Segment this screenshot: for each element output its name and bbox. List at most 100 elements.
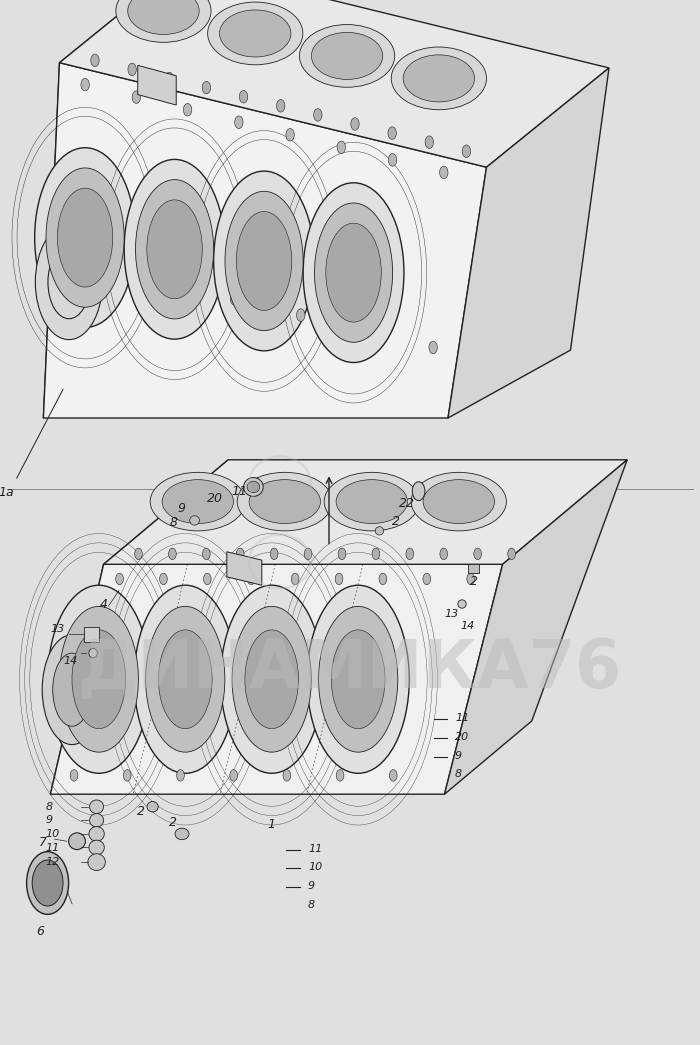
- Ellipse shape: [158, 630, 212, 728]
- Ellipse shape: [57, 188, 113, 287]
- Ellipse shape: [69, 833, 85, 850]
- Text: 2: 2: [169, 815, 177, 829]
- Circle shape: [389, 154, 397, 166]
- Circle shape: [160, 573, 167, 585]
- Polygon shape: [43, 63, 486, 418]
- Ellipse shape: [411, 472, 506, 531]
- Ellipse shape: [42, 635, 102, 744]
- Ellipse shape: [303, 183, 404, 363]
- Text: 11: 11: [46, 842, 60, 853]
- Ellipse shape: [88, 854, 105, 870]
- Circle shape: [276, 99, 285, 112]
- Polygon shape: [60, 0, 609, 167]
- Ellipse shape: [90, 800, 104, 813]
- Circle shape: [237, 548, 244, 559]
- Ellipse shape: [214, 171, 314, 351]
- Ellipse shape: [247, 481, 260, 492]
- Ellipse shape: [237, 211, 292, 310]
- Circle shape: [297, 309, 305, 322]
- Ellipse shape: [35, 225, 103, 340]
- Circle shape: [440, 548, 447, 559]
- Ellipse shape: [324, 472, 419, 531]
- Ellipse shape: [244, 478, 263, 496]
- Circle shape: [372, 548, 380, 559]
- Text: 6: 6: [36, 925, 45, 938]
- Circle shape: [389, 769, 397, 782]
- Ellipse shape: [326, 224, 382, 322]
- Circle shape: [239, 91, 248, 103]
- Text: ДИНАМИКА76: ДИНАМИКА76: [78, 635, 622, 702]
- Circle shape: [165, 72, 174, 85]
- Circle shape: [81, 78, 90, 91]
- Ellipse shape: [314, 203, 393, 343]
- Text: 10: 10: [308, 862, 322, 873]
- Ellipse shape: [147, 200, 202, 299]
- Text: 2: 2: [136, 805, 144, 818]
- Ellipse shape: [72, 630, 125, 728]
- Circle shape: [202, 82, 211, 94]
- Ellipse shape: [89, 840, 104, 855]
- Circle shape: [123, 769, 131, 782]
- Circle shape: [176, 769, 184, 782]
- Bar: [84, 627, 99, 642]
- Text: 14: 14: [64, 655, 78, 666]
- Ellipse shape: [90, 813, 104, 828]
- Circle shape: [338, 548, 346, 559]
- Text: 9: 9: [46, 815, 52, 826]
- Text: 14: 14: [461, 621, 475, 631]
- Circle shape: [304, 548, 312, 559]
- Ellipse shape: [220, 585, 323, 773]
- Text: 2: 2: [392, 514, 400, 528]
- Circle shape: [247, 573, 255, 585]
- Ellipse shape: [403, 54, 475, 102]
- Polygon shape: [104, 460, 627, 564]
- Ellipse shape: [175, 828, 189, 840]
- Circle shape: [91, 54, 99, 67]
- Circle shape: [337, 141, 346, 154]
- Circle shape: [429, 341, 438, 353]
- Circle shape: [363, 325, 371, 338]
- Circle shape: [98, 260, 106, 273]
- Text: 9: 9: [308, 881, 315, 891]
- Ellipse shape: [46, 168, 124, 307]
- Ellipse shape: [35, 147, 136, 327]
- Polygon shape: [227, 552, 262, 585]
- Ellipse shape: [391, 47, 486, 110]
- Circle shape: [425, 136, 433, 148]
- Text: 8: 8: [46, 802, 52, 812]
- Circle shape: [70, 769, 78, 782]
- Circle shape: [462, 145, 470, 158]
- Ellipse shape: [134, 585, 237, 773]
- Text: 1а: 1а: [0, 486, 13, 500]
- Circle shape: [423, 573, 430, 585]
- Circle shape: [440, 166, 448, 179]
- Circle shape: [406, 548, 414, 559]
- Circle shape: [412, 482, 425, 501]
- Text: 22: 22: [399, 496, 415, 510]
- Text: 9: 9: [177, 502, 185, 515]
- Circle shape: [467, 573, 475, 585]
- Polygon shape: [43, 0, 182, 418]
- Ellipse shape: [375, 527, 384, 535]
- Circle shape: [351, 118, 359, 131]
- Text: 11: 11: [455, 713, 469, 723]
- Ellipse shape: [116, 0, 211, 43]
- Ellipse shape: [48, 246, 90, 319]
- Text: 12: 12: [46, 857, 60, 867]
- Circle shape: [335, 573, 343, 585]
- Polygon shape: [444, 460, 627, 794]
- Text: 20: 20: [206, 491, 223, 505]
- Circle shape: [230, 769, 237, 782]
- Text: 8: 8: [169, 515, 177, 529]
- Text: 10: 10: [46, 829, 60, 839]
- Circle shape: [132, 91, 141, 103]
- Circle shape: [204, 573, 211, 585]
- Circle shape: [128, 63, 136, 75]
- Ellipse shape: [162, 480, 234, 524]
- Circle shape: [134, 548, 142, 559]
- Ellipse shape: [249, 480, 321, 524]
- Circle shape: [474, 548, 482, 559]
- Text: 13: 13: [444, 608, 458, 619]
- Text: 11: 11: [231, 485, 247, 498]
- Text: 9: 9: [455, 750, 462, 761]
